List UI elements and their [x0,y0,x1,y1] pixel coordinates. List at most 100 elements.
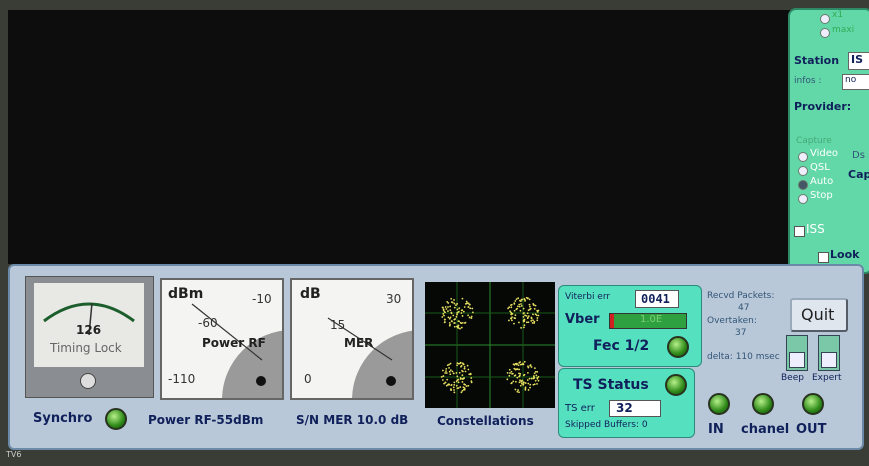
provider-label: Provider: [794,100,851,113]
constellation-dot [442,307,444,309]
constellation-dot [453,384,455,386]
vber-bar: 1.0E [609,313,687,329]
meter-tick: -110 [168,372,195,386]
constellation-dot [463,311,465,313]
constellation-dot [455,304,457,306]
constellation-dot [527,365,529,367]
constellation-dot [446,308,448,310]
constellation-dot [515,369,517,371]
constellation-dot [508,320,510,322]
constellation-dot [516,298,518,300]
constellation-dot [520,327,522,329]
meter-tick: 30 [386,292,401,306]
constellation-dot [448,317,450,319]
constellation-dot [465,303,467,305]
meter-screw [80,373,96,389]
meter-tick: -60 [198,316,218,330]
constellation-dot [461,327,463,329]
constellation-dot [449,306,451,308]
constellation-dot [462,315,464,317]
constellation-dot [441,316,443,318]
constellation-dot [461,391,463,393]
constellation-dot [515,314,517,316]
constellation-dot [454,307,456,309]
constellation-dot [447,310,449,312]
checkbox[interactable] [818,252,829,263]
viterbi-field: 0041 [635,290,679,308]
constellation-dot [458,320,460,322]
constellation-dot [462,362,464,364]
constellation-dot [457,308,459,310]
constellation-dot [446,372,448,374]
constellation-dot [467,314,469,316]
capture-side: Cap [848,168,869,181]
constellation-dot [517,389,519,391]
capture-label: Capture [796,136,832,146]
constellation-dot [523,308,525,310]
radio[interactable] [798,166,808,176]
viterbi-panel: Viterbi err 0041 Vber 1.0E Fec 1/2 [558,285,702,367]
constellation-dot [469,317,471,319]
constellation-dot [449,373,451,375]
station-field[interactable]: IS [848,52,869,70]
constellation-dot [462,390,464,392]
constellation-dot [467,385,469,387]
constellation-dot [459,386,461,388]
output-label: chanel [741,422,789,437]
constellation-dot [463,383,465,385]
look-checkbox-label: Look [830,248,859,261]
recvd-value: 47 [738,303,749,313]
constellation-dot [537,378,539,380]
constellation-dot [520,364,522,366]
checkbox[interactable] [794,226,805,237]
constellation-dot [521,383,523,385]
constellation-dot [515,381,517,383]
output-label: IN [708,422,724,437]
ts-err-label: TS err [565,403,595,414]
beep-switch[interactable] [786,335,808,371]
radio[interactable] [820,14,830,24]
constellation-dot [513,323,515,325]
constellation-dot [448,367,450,369]
infos-value: no [845,75,856,85]
constellation-dot [532,322,534,324]
constellation-dot [444,321,446,323]
constellation-dot [511,319,513,321]
constellation-dot [453,389,455,391]
constellation-dot [523,382,525,384]
constellation-dot [456,314,458,316]
infos-field[interactable]: no [842,74,869,90]
constellation-dot [469,304,471,306]
output-label: OUT [796,422,826,437]
constellation-dot [527,312,529,314]
constellation-dot [445,306,447,308]
constellation-dot [467,306,469,308]
constellation-dot [470,374,472,376]
needle [192,304,262,360]
constellation-dot [464,306,466,308]
quit-button[interactable]: Quit [790,298,848,332]
constellation-dot [528,389,530,391]
constellation-dot [444,318,446,320]
ts-err-field: 32 [609,400,661,417]
expert-switch[interactable] [818,335,840,371]
radio[interactable] [798,194,808,204]
radio[interactable] [820,28,830,38]
constellation-dot [461,365,463,367]
constellation-dot [462,371,464,373]
constellation-dot [510,382,512,384]
constellation-dot [470,377,472,379]
radio[interactable] [798,152,808,162]
constellation-dot [515,308,517,310]
constellation-dot [449,322,451,324]
constellation-dot [527,321,529,323]
synchro-label: Synchro [33,411,92,426]
radio[interactable] [798,180,808,190]
constellation-dot [442,370,444,372]
constellation-dot [509,372,511,374]
constellation-dot [533,384,535,386]
constellation-dot [527,383,529,385]
constellation-dot [536,371,538,373]
constellation-dot [444,372,446,374]
constellation-dot [514,300,516,302]
